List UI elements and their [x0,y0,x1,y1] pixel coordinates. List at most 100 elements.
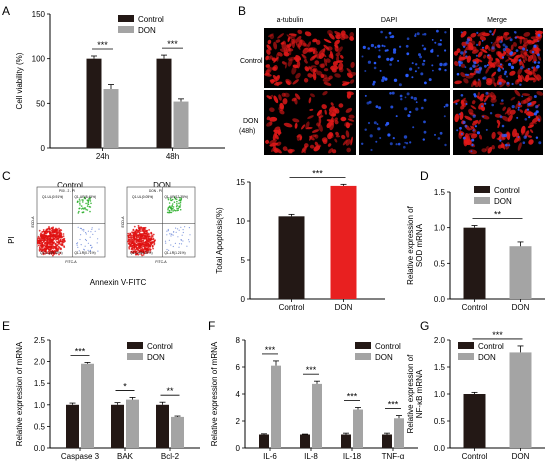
flow-dot-live [56,232,59,235]
dapi-nucleus [378,49,381,52]
flow-dot-live [131,231,133,234]
x-tick-label: TNF-α [382,452,405,461]
tubulin-cell [312,134,317,138]
tubulin-cell [279,48,288,53]
tubulin-cell [497,122,500,129]
flow-dot-live [134,250,136,253]
tubulin-cell [275,53,279,62]
flow-dot-live [62,235,65,238]
dapi-nucleus [476,43,479,47]
tubulin-cell [295,42,301,50]
tubulin-cell [509,109,516,115]
tubulin-cell [275,81,279,87]
tubulin-cell [527,135,532,138]
dapi-nucleus [419,55,422,59]
tubulin-cell [326,46,333,51]
tubulin-cell [271,57,277,62]
tubulin-cell [291,97,297,102]
dapi-nucleus [438,67,442,71]
tubulin-cell [272,131,278,141]
dapi-nucleus [486,64,489,67]
dapi-nucleus [373,66,377,70]
dapi-nucleus [505,143,508,147]
tubulin-cell [520,53,525,59]
flow-dot-live [147,248,150,251]
tubulin-cell [346,147,352,153]
quadrant-label-lr: Q1-LR(0.71%) [74,251,95,255]
flow-dot-live [138,250,141,253]
tubulin-cell [316,109,323,116]
flow-dot-live [135,241,138,244]
dapi-nucleus [443,105,446,108]
flow-dot-dead [178,202,180,205]
tubulin-cell [282,146,288,151]
flow-dot-early [182,229,184,231]
flow-dot-dead [78,210,80,213]
tubulin-cell [335,135,341,138]
dapi-nucleus [523,135,527,139]
dapi-nucleus [415,63,418,66]
tubulin-cell [299,135,303,141]
tubulin-cell [460,99,465,107]
tubulin-cell [536,91,544,96]
tubulin-cell [335,131,339,136]
tubulin-cell [488,64,493,69]
flow-dot-dead [79,202,81,204]
flow-dot-dead [179,204,182,206]
flow-dot-live [50,242,53,245]
flow-dot-live [147,240,150,243]
dapi-nucleus [405,44,409,48]
tubulin-cell [316,53,321,59]
tubulin-cell [537,55,542,61]
tubulin-cell [328,75,333,80]
dapi-nucleus [392,137,395,140]
tubulin-cell [349,32,355,38]
flow-dot-live [49,228,51,231]
flow-dot-live [146,238,149,241]
flow-dot-live [146,250,148,252]
tubulin-cell [524,74,530,83]
y-tick-label: 1.0 [434,224,446,233]
flow-dot-live [133,235,136,238]
dapi-nucleus [410,96,414,99]
tubulin-cell [312,68,317,73]
flow-dot-live [148,229,151,231]
tubulin-cell [522,59,526,64]
flow-dot-early [97,238,99,240]
dapi-nucleus [414,70,417,73]
dapi-nucleus [465,73,468,76]
dapi-nucleus [444,49,447,52]
y-tick-label: 6 [236,363,241,372]
flow-dot-early [178,229,180,231]
tubulin-cell [313,145,321,152]
bar-chart-d: 0.0 0.5 1.0 1.5 Relative expression of SOD mR… [406,186,545,312]
tubulin-cell [506,132,511,141]
tubulin-cell [521,93,531,97]
flow-dot-live [140,242,143,245]
dapi-nucleus [537,33,541,37]
flow-dot-dead [85,208,87,211]
flow-dot-dead [174,209,177,212]
tubulin-cell [479,35,486,41]
y-axis-title: Total Apoptosis(%) [215,207,224,274]
dapi-nucleus [527,67,530,70]
dapi-nucleus [389,92,392,95]
dapi-nucleus [531,50,535,54]
quadrant-label-lr: Q1-LR(1.21%) [164,251,185,255]
flow-dot-live [137,249,139,252]
bar-control [341,434,351,448]
tubulin-cell [310,93,315,98]
flow-dot-live [150,231,153,234]
tubulin-cell [294,93,301,100]
dapi-nucleus [503,72,507,76]
flow-dot-dead [179,196,181,199]
flow-dot-live [146,244,149,246]
dapi-nucleus [405,142,409,145]
x-tick-label: 48h [166,152,179,161]
dapi-nucleus [398,83,402,87]
flow-dot-live [127,237,128,240]
flow-dot-early [175,231,177,233]
flow-dot-live [48,237,51,240]
x-tick-label: IL-6 [263,452,277,461]
flow-dots [127,196,191,257]
